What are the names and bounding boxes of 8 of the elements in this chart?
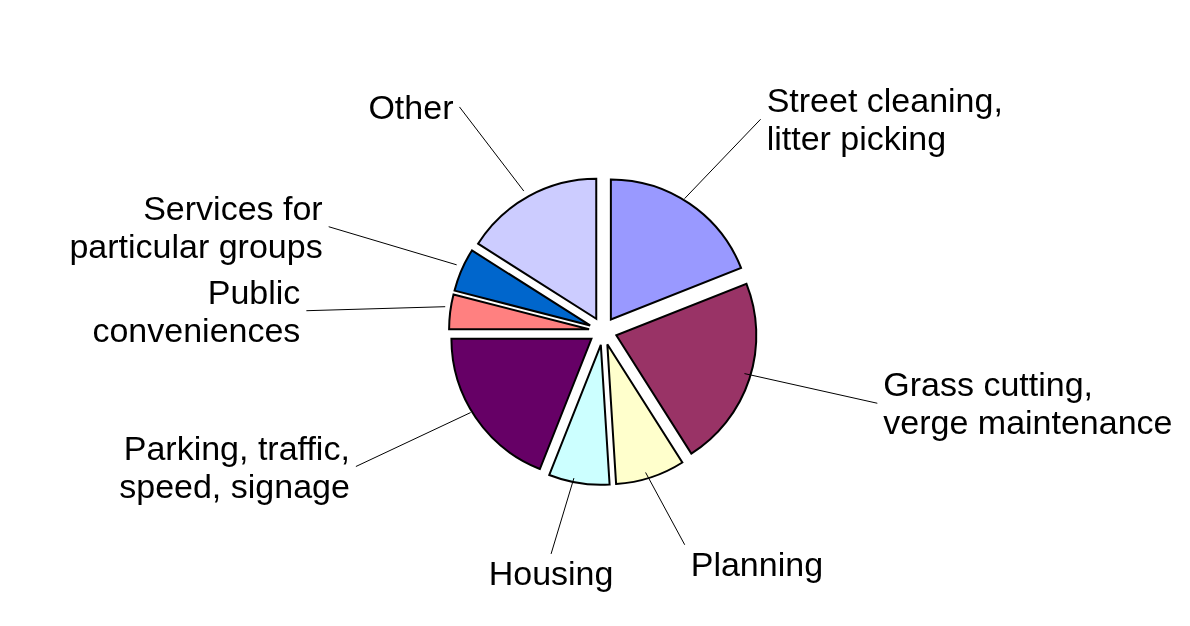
slice-label: Services for particular groups <box>69 188 323 265</box>
slice-label: Other <box>368 87 454 126</box>
slice-label: Street cleaning, litter picking <box>766 81 1003 158</box>
slice-label: Housing <box>488 553 614 592</box>
slice-label: Parking, traffic, speed, signage <box>119 428 350 505</box>
slice-label: Public conveniences <box>92 272 301 349</box>
slice-label: Planning <box>690 544 824 583</box>
slice-label: Grass cutting, verge maintenance <box>883 365 1173 442</box>
